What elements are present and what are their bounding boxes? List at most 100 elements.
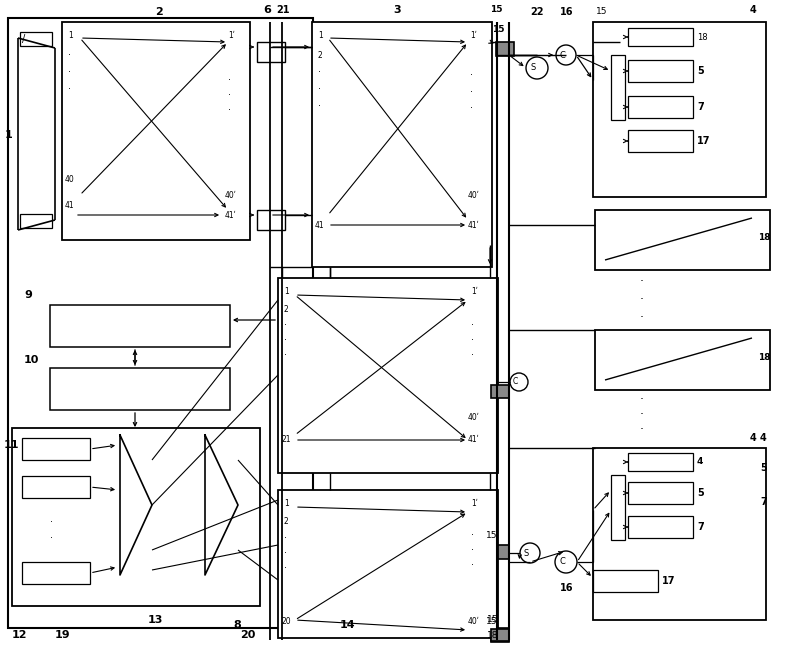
Text: ·: · xyxy=(284,350,287,360)
Bar xyxy=(496,42,514,56)
Text: 15: 15 xyxy=(487,616,498,625)
Bar xyxy=(628,482,693,504)
Text: ·: · xyxy=(228,105,231,115)
Text: 41ʹ: 41ʹ xyxy=(225,211,237,220)
Text: ·: · xyxy=(68,84,71,94)
Text: 2: 2 xyxy=(284,306,289,315)
Bar xyxy=(22,476,90,498)
Circle shape xyxy=(520,543,540,563)
Text: 41: 41 xyxy=(65,200,74,209)
Text: 21: 21 xyxy=(281,436,290,445)
Circle shape xyxy=(555,551,577,573)
Bar xyxy=(12,428,260,606)
Text: 40ʹ: 40ʹ xyxy=(225,190,237,200)
Text: /: / xyxy=(22,34,26,44)
Text: ·: · xyxy=(318,67,321,77)
Text: ·: · xyxy=(471,530,474,540)
Bar xyxy=(491,385,509,398)
Text: ·: · xyxy=(640,424,644,437)
Text: 2: 2 xyxy=(155,7,162,17)
Bar xyxy=(22,562,90,584)
Text: 16: 16 xyxy=(560,7,574,17)
Text: 15: 15 xyxy=(486,618,498,627)
Text: 5: 5 xyxy=(697,488,704,498)
Text: 7: 7 xyxy=(697,522,704,532)
Text: ·: · xyxy=(50,517,53,527)
Text: 5: 5 xyxy=(697,66,704,76)
Bar xyxy=(595,330,770,390)
Text: 11: 11 xyxy=(4,440,19,450)
Text: 1ʹ: 1ʹ xyxy=(471,287,478,296)
Text: ·: · xyxy=(470,103,473,113)
Text: ·: · xyxy=(471,320,474,330)
Text: 40ʹ: 40ʹ xyxy=(468,618,480,627)
Text: ·: · xyxy=(284,548,287,558)
Text: 1: 1 xyxy=(318,31,322,40)
Text: 9: 9 xyxy=(24,290,32,300)
Bar xyxy=(312,22,492,267)
Text: 1ʹ: 1ʹ xyxy=(471,499,478,508)
Text: 40ʹ: 40ʹ xyxy=(468,413,480,423)
Text: 40: 40 xyxy=(65,176,74,185)
Text: ·: · xyxy=(640,311,644,324)
Bar xyxy=(628,96,693,118)
Text: 41: 41 xyxy=(315,220,325,229)
Bar xyxy=(491,628,509,642)
Text: 2: 2 xyxy=(284,517,289,526)
Bar xyxy=(628,453,693,471)
Text: C: C xyxy=(559,51,565,60)
Text: 3: 3 xyxy=(393,5,401,15)
Bar xyxy=(593,448,766,620)
Text: ·: · xyxy=(640,393,644,406)
Text: 4: 4 xyxy=(697,458,703,467)
Text: 20: 20 xyxy=(240,630,255,640)
Text: 18: 18 xyxy=(697,32,708,42)
Text: ·: · xyxy=(471,335,474,345)
Text: 41ʹ: 41ʹ xyxy=(468,220,480,229)
Text: ·: · xyxy=(68,50,71,60)
Text: 10: 10 xyxy=(24,355,39,365)
Text: 6: 6 xyxy=(263,5,271,15)
Text: 17: 17 xyxy=(662,576,675,586)
Text: 1: 1 xyxy=(284,287,289,296)
Bar xyxy=(278,278,498,473)
Bar xyxy=(491,545,509,559)
Text: 18: 18 xyxy=(487,632,498,640)
Bar xyxy=(628,60,693,82)
Text: ·: · xyxy=(284,335,287,345)
Text: 13: 13 xyxy=(148,615,163,625)
Bar xyxy=(62,22,250,240)
Circle shape xyxy=(556,45,576,65)
Text: 40ʹ: 40ʹ xyxy=(468,190,480,200)
Circle shape xyxy=(526,57,548,79)
Text: 7: 7 xyxy=(697,102,704,112)
Bar xyxy=(628,28,693,46)
Text: 18: 18 xyxy=(758,233,770,242)
Text: ·: · xyxy=(318,101,321,111)
Text: S: S xyxy=(523,549,529,558)
Text: ·: · xyxy=(471,545,474,555)
Text: 1: 1 xyxy=(5,130,13,140)
Bar xyxy=(20,32,52,46)
Text: ·: · xyxy=(284,320,287,330)
Text: ·: · xyxy=(640,294,644,307)
Bar xyxy=(611,55,625,120)
Circle shape xyxy=(510,373,528,391)
Text: 15: 15 xyxy=(492,25,505,34)
Text: ·: · xyxy=(640,276,644,289)
Text: S: S xyxy=(530,64,536,73)
Text: 8: 8 xyxy=(233,620,241,630)
Text: 20: 20 xyxy=(281,618,290,627)
Bar xyxy=(20,214,52,228)
Text: ·: · xyxy=(228,75,231,85)
Bar xyxy=(257,210,285,230)
Bar xyxy=(8,18,313,628)
Text: ·: · xyxy=(471,560,474,570)
Bar xyxy=(50,368,230,410)
Text: 5: 5 xyxy=(760,463,766,473)
Bar xyxy=(22,438,90,460)
Text: 21: 21 xyxy=(276,5,290,15)
Bar xyxy=(611,475,625,540)
Text: 15: 15 xyxy=(490,5,502,14)
Bar xyxy=(278,490,498,638)
